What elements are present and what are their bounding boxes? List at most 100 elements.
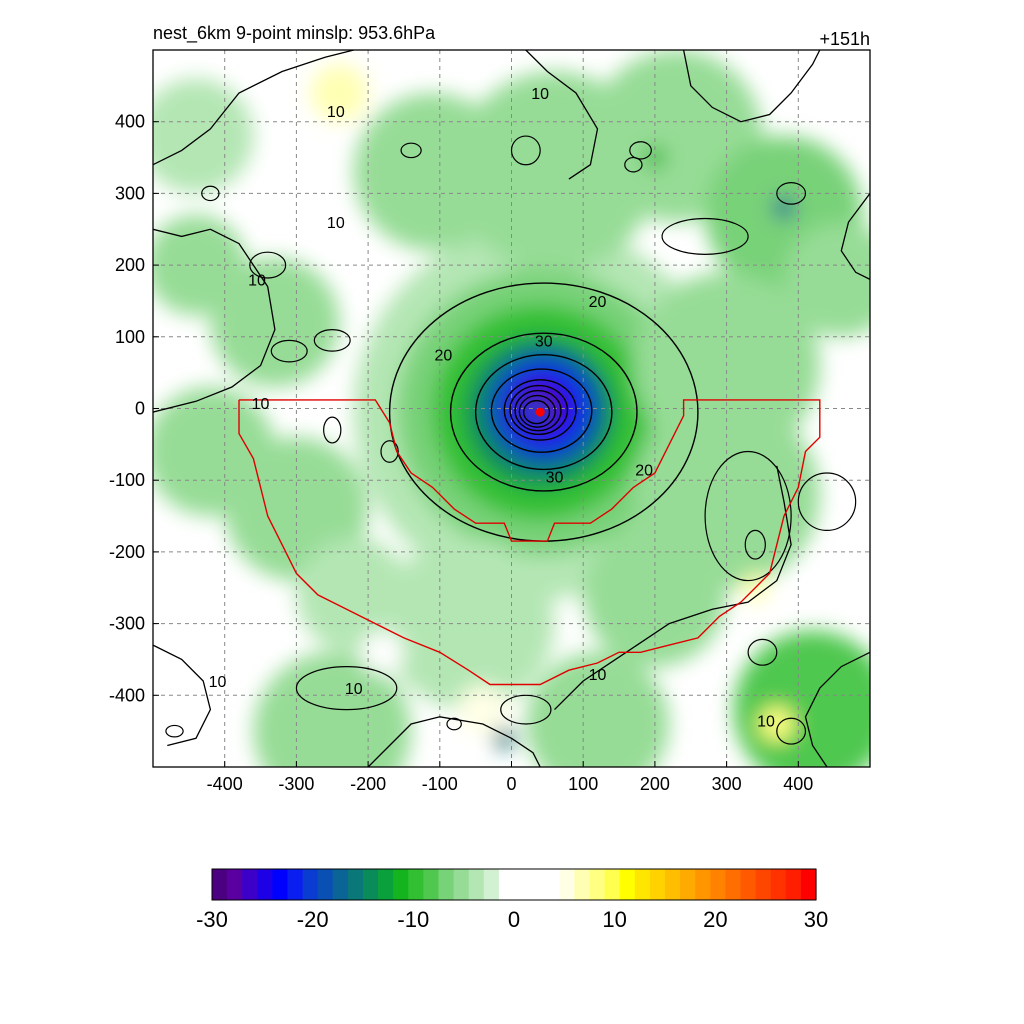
x-axis: -400 -300 -200 -100 0 100 200 300 400	[207, 761, 813, 794]
colorbar-swatch	[695, 869, 711, 900]
colorbar-labels: -30 -20 -10 0 10 20 30	[196, 907, 828, 932]
contour-ring	[449, 332, 638, 492]
contour-ring	[503, 379, 577, 441]
storm-center-layer	[535, 407, 545, 417]
colorbar-swatch	[574, 869, 591, 900]
contour-ring	[522, 399, 551, 425]
field-blob	[758, 706, 795, 742]
x-tick-label: 200	[640, 774, 670, 794]
contour-ring	[514, 389, 562, 432]
y-tick-label: -300	[109, 614, 145, 634]
contour-small	[747, 638, 778, 666]
contour-small	[797, 472, 857, 531]
colorbar-swatch	[800, 869, 817, 900]
contour-label: 10	[209, 674, 227, 691]
colorbar-swatch	[770, 869, 787, 900]
y-axis: 400 300 200 100 0 -100 -200 -300 -400	[109, 112, 159, 705]
colorbar-swatch	[514, 869, 530, 900]
colorbar-swatch	[332, 869, 349, 900]
colorbar-tick-label: -10	[397, 907, 429, 932]
colorbar-swatch	[242, 869, 258, 900]
contour-label: 10	[589, 667, 607, 684]
contour-small	[629, 141, 652, 160]
x-tick-label: 300	[712, 774, 742, 794]
colorbar-swatch	[529, 869, 545, 900]
colorbar-swatch	[468, 869, 485, 900]
contour-label: 20	[589, 294, 607, 311]
contour-small	[510, 135, 541, 166]
colorbar-swatch	[619, 869, 636, 900]
contour-label: 30	[546, 470, 564, 487]
colorbar-swatch	[378, 869, 394, 900]
y-tick-label: 200	[115, 255, 145, 275]
colorbar-swatch	[498, 869, 515, 900]
contour-label: 10	[248, 272, 266, 289]
field-blob	[783, 222, 870, 337]
colorbar-swatch	[302, 869, 319, 900]
y-tick-label: -200	[109, 542, 145, 562]
y-tick-label: 100	[115, 327, 145, 347]
colorbar-swatch	[665, 869, 681, 900]
colorbar-swatch	[408, 869, 424, 900]
contour-line	[525, 50, 599, 180]
contour-small	[446, 717, 462, 731]
colorbar-tick-label: -30	[196, 907, 228, 932]
contour-lines	[153, 50, 870, 767]
contour-small	[313, 329, 351, 352]
contour-label: 10	[757, 713, 775, 730]
colorbar-swatch	[272, 869, 289, 900]
colorbar-tick-label: 0	[508, 907, 520, 932]
colorbar	[212, 869, 817, 900]
colorbar-swatch	[725, 869, 742, 900]
y-tick-label: 0	[135, 399, 145, 419]
contour-line	[153, 50, 354, 166]
contour-small	[661, 217, 749, 255]
colorbar-swatch	[483, 869, 500, 900]
field-blob	[773, 196, 795, 219]
storm-center-marker	[535, 407, 545, 417]
contour-small	[295, 666, 398, 711]
contour-line	[804, 651, 870, 767]
colorbar-swatch	[363, 869, 379, 900]
contour-small	[776, 717, 807, 745]
y-tick-label: -400	[109, 685, 145, 705]
colorbar-swatch	[559, 869, 575, 900]
colorbar-tick-label: 30	[804, 907, 828, 932]
contour-label: 10	[327, 104, 345, 121]
contour-small	[776, 182, 807, 205]
field-blob	[360, 630, 404, 674]
chart-title: nest_6km 9-point minslp: 953.6hPa	[153, 23, 436, 44]
colorbar-swatch	[423, 869, 440, 900]
field-blob	[253, 652, 412, 767]
colorbar-swatch	[680, 869, 696, 900]
x-tick-label: -200	[350, 774, 386, 794]
colorbar-swatch	[634, 869, 651, 900]
colorbar-swatch	[393, 869, 409, 900]
contour-small	[323, 416, 342, 444]
contour-small	[744, 529, 766, 560]
contour-ring	[518, 394, 556, 428]
colorbar-swatch	[785, 869, 802, 900]
contour-line	[153, 228, 276, 413]
colorbar-tick-label: 10	[602, 907, 626, 932]
colorbar-swatch	[604, 869, 621, 900]
contour-small	[380, 440, 399, 463]
x-tick-label: -100	[422, 774, 458, 794]
contour-small	[270, 339, 308, 363]
contour-small	[201, 185, 220, 202]
colorbar-swatch	[347, 869, 364, 900]
contour-small	[400, 142, 422, 159]
field-blob	[493, 727, 516, 750]
colorbar-swatch	[755, 869, 772, 900]
region-outline	[238, 399, 821, 686]
colorbar-swatch	[257, 869, 273, 900]
contour-label: 10	[531, 86, 549, 103]
contour-ring	[474, 354, 613, 471]
contour-label: 10	[327, 215, 345, 232]
x-tick-label: -300	[278, 774, 314, 794]
y-tick-label: 300	[115, 183, 145, 203]
colorbar-swatch	[544, 869, 560, 900]
contour-ring	[509, 384, 569, 436]
forecast-hour-label: +151h	[819, 29, 870, 49]
